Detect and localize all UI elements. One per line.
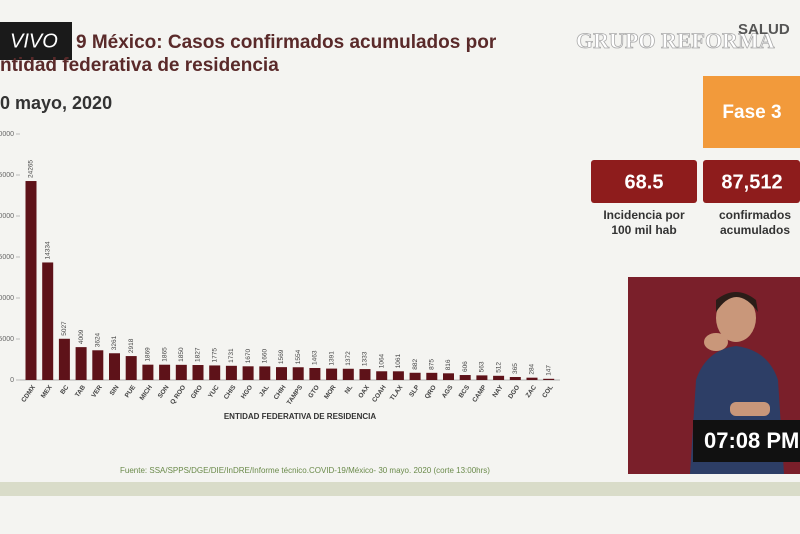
y-tick-label: 5000 xyxy=(0,336,14,343)
value-label: 1731 xyxy=(228,348,235,363)
value-label: 1660 xyxy=(262,349,269,364)
value-label: 1569 xyxy=(278,349,285,364)
clock-box xyxy=(693,420,800,462)
bar xyxy=(109,353,120,380)
value-label: 147 xyxy=(545,365,552,376)
date: 0 mayo, 2020 xyxy=(0,93,112,113)
live-text: VIVO xyxy=(10,30,58,52)
bar xyxy=(25,181,37,380)
y-tick-label: 15000 xyxy=(0,254,14,261)
bar xyxy=(443,373,454,380)
stat-box xyxy=(703,160,800,203)
value-label: 1061 xyxy=(395,353,402,368)
bar xyxy=(192,365,204,380)
phase: Fase 3 xyxy=(722,102,781,123)
x-tick-label: NL xyxy=(344,384,355,395)
bar xyxy=(326,368,338,380)
bar xyxy=(392,371,404,380)
bar xyxy=(42,262,54,380)
value-label: 1670 xyxy=(245,348,252,363)
bar xyxy=(359,369,371,380)
value-label: 365 xyxy=(512,363,519,374)
footer-band xyxy=(0,482,800,496)
stat-label: 100 mil hab xyxy=(611,223,676,237)
bar xyxy=(509,377,521,380)
bar xyxy=(426,372,438,380)
value-label: 1827 xyxy=(195,347,202,362)
value-label: 14334 xyxy=(44,241,51,259)
value-label: 1333 xyxy=(362,351,369,366)
value-label: 3624 xyxy=(95,332,102,347)
value-label: 816 xyxy=(445,359,452,370)
value-label: 1372 xyxy=(345,351,352,366)
y-tick-label: 25000 xyxy=(0,172,14,179)
bar xyxy=(175,364,187,380)
bar xyxy=(493,375,505,380)
value-label: 606 xyxy=(462,361,469,372)
stat-label: Incidencia por xyxy=(603,208,685,222)
bar xyxy=(209,365,221,380)
bar xyxy=(292,367,304,380)
value-label: 512 xyxy=(495,362,502,373)
value-label: 4009 xyxy=(78,329,85,344)
value-label: 882 xyxy=(412,359,419,370)
value-label: 1463 xyxy=(312,350,319,365)
clock: 07:08 PM xyxy=(704,428,799,453)
stat-value: 87,512 xyxy=(721,171,782,193)
stat-box xyxy=(591,160,697,203)
source: Fuente: SSA/SPPS/DGE/DIE/InDRE/Informe t… xyxy=(120,466,490,475)
value-label: 284 xyxy=(529,363,536,374)
bar xyxy=(225,365,237,380)
x-axis-title: ENTIDAD FEDERATIVA DE RESIDENCIA xyxy=(224,412,377,421)
value-label: 875 xyxy=(429,359,436,370)
bar xyxy=(476,375,488,380)
live-badge xyxy=(0,22,72,60)
bar xyxy=(75,347,87,380)
value-label: 1775 xyxy=(211,348,218,363)
bar xyxy=(526,377,538,380)
y-tick-label: 0 xyxy=(10,377,14,384)
value-label: 563 xyxy=(479,361,486,372)
watermark: GRUPO REFORMA xyxy=(576,28,775,53)
bar xyxy=(276,367,287,380)
bar xyxy=(376,371,388,380)
bar xyxy=(92,350,104,380)
value-label: 2918 xyxy=(128,338,135,353)
stat-value: 68.5 xyxy=(625,171,664,193)
stat-label: confirmados xyxy=(719,208,791,222)
stat-label: acumulados xyxy=(720,223,790,237)
bar xyxy=(309,368,321,380)
value-label: 1850 xyxy=(178,347,185,362)
bar xyxy=(142,364,154,380)
value-label: 1865 xyxy=(161,347,168,362)
bar xyxy=(459,375,471,380)
bar xyxy=(58,338,70,380)
bar xyxy=(125,356,137,380)
bar xyxy=(342,368,354,380)
value-label: 5027 xyxy=(61,321,68,336)
y-tick-label: 10000 xyxy=(0,295,14,302)
value-label: 1554 xyxy=(295,349,302,364)
x-tick-label: BC xyxy=(59,384,70,396)
value-label: 3261 xyxy=(111,335,118,350)
bar xyxy=(159,364,171,380)
bar xyxy=(242,366,254,380)
value-label: 1869 xyxy=(145,347,152,362)
value-label: 1064 xyxy=(378,353,385,368)
bar xyxy=(409,372,421,380)
value-label: 24265 xyxy=(28,160,35,178)
phase-box xyxy=(703,76,800,148)
bar xyxy=(543,378,555,380)
y-tick-label: 30000 xyxy=(0,131,14,138)
y-tick-label: 20000 xyxy=(0,213,14,220)
logo: SALUD xyxy=(738,21,790,38)
bar xyxy=(259,366,271,380)
title-line: 9 México: Casos confirmados acumulados p… xyxy=(76,32,497,53)
title-line: ntidad federativa de residencia xyxy=(0,55,279,76)
value-label: 1391 xyxy=(328,351,335,366)
